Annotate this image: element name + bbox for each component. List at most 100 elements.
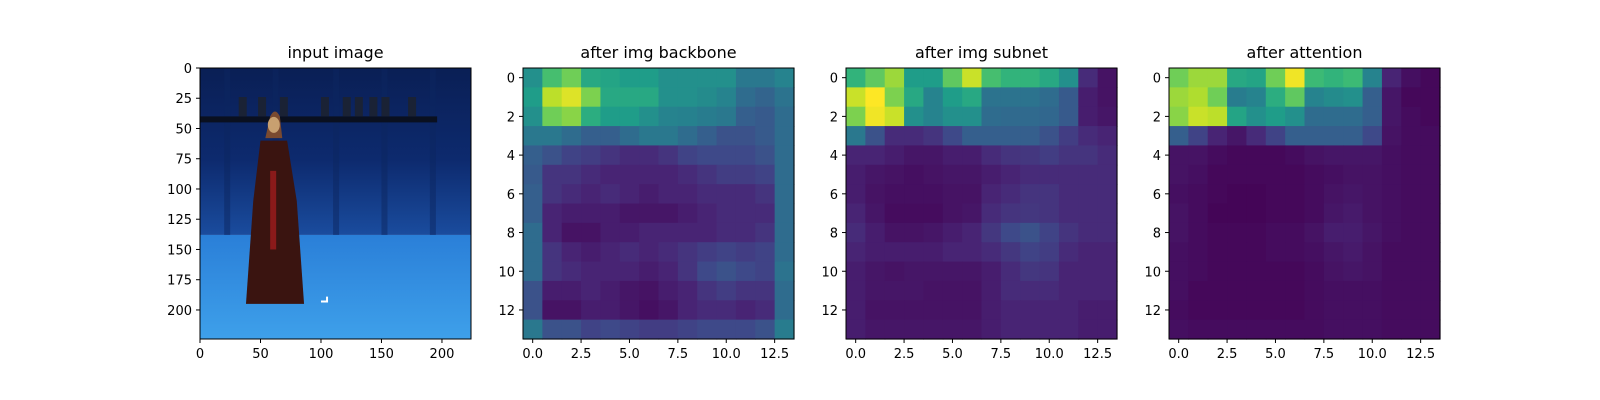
- heatmap-cell: [542, 106, 563, 127]
- heatmap-cell: [1058, 184, 1079, 205]
- x-tick-label: 2.5: [894, 347, 915, 362]
- heatmap-cell: [1401, 126, 1422, 147]
- heatmap-cell: [1401, 87, 1422, 108]
- heatmap-cell: [1304, 300, 1325, 321]
- heatmap-cell: [581, 145, 602, 166]
- heatmap-cell: [600, 319, 621, 340]
- heatmap-cell: [904, 242, 925, 263]
- heatmap-cell: [1097, 261, 1118, 282]
- heatmap-cell: [716, 319, 737, 340]
- heatmap-cell: [774, 242, 795, 263]
- heatmap-cell: [600, 242, 621, 263]
- heatmap-cell: [1097, 145, 1118, 166]
- heatmap-cell: [1362, 87, 1383, 108]
- heatmap-cell: [1285, 126, 1306, 147]
- heatmap-cell: [1207, 184, 1228, 205]
- heatmap-cell: [716, 68, 737, 88]
- heatmap-cell: [1343, 164, 1364, 185]
- y-tick-label: 75: [175, 153, 192, 168]
- heatmap-cell: [755, 242, 776, 263]
- heatmap-cell: [716, 261, 737, 282]
- heatmap-cell: [923, 68, 944, 88]
- heatmap-cell: [1304, 68, 1325, 88]
- heatmap-cell: [904, 280, 925, 301]
- heatmap-cell: [1265, 319, 1286, 340]
- heatmap-cell: [1097, 203, 1118, 224]
- heatmap-cell: [735, 203, 756, 224]
- heatmap-cell: [1285, 68, 1306, 88]
- y-tick-label: 10: [821, 265, 838, 280]
- heatmap-cell: [716, 184, 737, 205]
- heatmap-cell: [1265, 126, 1286, 147]
- heatmap-cell: [1381, 126, 1402, 147]
- y-tick-label: 175: [167, 274, 192, 289]
- heatmap-cell: [904, 145, 925, 166]
- heatmap-cell: [697, 106, 718, 127]
- heatmap-cell: [1362, 203, 1383, 224]
- heatmap-cell: [1401, 300, 1422, 321]
- camera-light: [320, 97, 329, 117]
- heatmap-cell: [677, 106, 698, 127]
- y-tick-label: 25: [175, 92, 192, 107]
- heatmap-cell: [639, 145, 660, 166]
- x-tick-label: 12.5: [1406, 347, 1435, 362]
- heatmap-cell: [581, 280, 602, 301]
- heatmap-cell: [561, 242, 582, 263]
- heatmap-cell: [962, 319, 983, 340]
- heatmap-cell: [561, 261, 582, 282]
- heatmap-cell: [1246, 261, 1267, 282]
- heatmap-cell: [846, 300, 866, 321]
- x-tick-label: 200: [430, 347, 455, 362]
- heatmap-cell: [1188, 145, 1209, 166]
- heatmap-cell: [774, 68, 795, 88]
- axes-frame: [522, 67, 795, 340]
- heatmap-cell: [962, 145, 983, 166]
- heatmap-cell: [1039, 164, 1060, 185]
- heatmap-cell: [1304, 87, 1325, 108]
- heatmap-cell: [1207, 300, 1228, 321]
- heatmap-cell: [600, 280, 621, 301]
- heatmap-cell: [884, 145, 905, 166]
- heatmap-cell: [1285, 184, 1306, 205]
- heatmap-cell: [942, 242, 963, 263]
- heatmap-cell: [1323, 242, 1344, 263]
- heatmap-cell: [981, 145, 1002, 166]
- heatmap-cell: [923, 242, 944, 263]
- heatmap-cell: [1362, 319, 1383, 340]
- heatmap-cell: [1020, 222, 1041, 243]
- heatmap-cell: [1362, 300, 1383, 321]
- heatmap-cell: [904, 261, 925, 282]
- heatmap-cell: [755, 300, 776, 321]
- heatmap-cell: [884, 184, 905, 205]
- heatmap-cell: [774, 280, 795, 301]
- heatmap-cell: [1401, 222, 1422, 243]
- y-tick-label: 10: [498, 265, 515, 280]
- heatmap-cell: [846, 126, 866, 147]
- heatmap-cell: [619, 164, 640, 185]
- heatmap-cell: [884, 280, 905, 301]
- heatmap-cell: [1420, 280, 1441, 301]
- heatmap-cell: [981, 280, 1002, 301]
- heatmap-cell: [981, 126, 1002, 147]
- heatmap-cell: [735, 261, 756, 282]
- heatmap-cell: [1169, 106, 1189, 127]
- heatmap-cell: [639, 184, 660, 205]
- heatmap-cell: [677, 300, 698, 321]
- heatmap-cell: [1188, 319, 1209, 340]
- heatmap-cell: [1188, 106, 1209, 127]
- heatmap-cell: [865, 184, 886, 205]
- x-tick-label: 0.0: [1168, 347, 1189, 362]
- heatmap-cell: [774, 87, 795, 108]
- heatmap-cell: [639, 222, 660, 243]
- heatmap-cell: [1381, 280, 1402, 301]
- heatmap-cell: [1401, 319, 1422, 340]
- heatmap-cell: [697, 300, 718, 321]
- heatmap-cell: [658, 203, 679, 224]
- heatmap-cell: [600, 68, 621, 88]
- x-tick-label: 0.0: [845, 347, 866, 362]
- y-tick-label: 6: [507, 188, 515, 203]
- heatmap-cell: [542, 319, 563, 340]
- heatmap-cell: [1246, 126, 1267, 147]
- heatmap-cell: [1323, 203, 1344, 224]
- heatmap-cell: [774, 106, 795, 127]
